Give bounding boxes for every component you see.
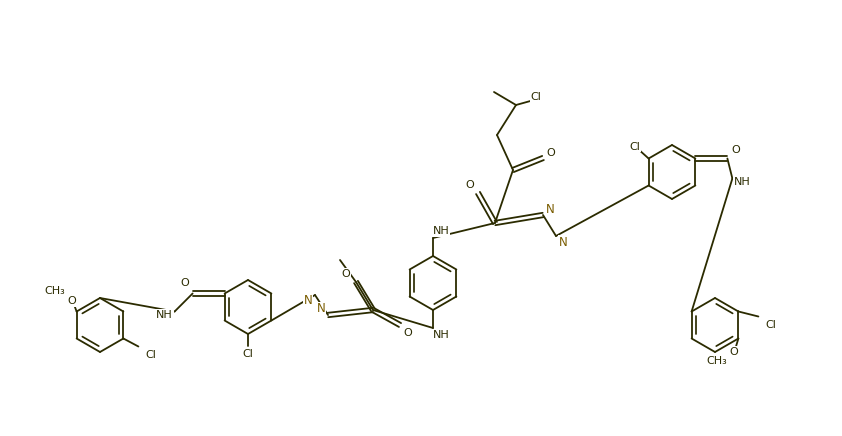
Text: CH₃: CH₃ — [706, 355, 727, 365]
Text: O: O — [403, 328, 413, 338]
Text: Cl: Cl — [145, 350, 156, 360]
Text: Cl: Cl — [629, 142, 640, 151]
Text: NH: NH — [734, 177, 751, 187]
Text: CH₃: CH₃ — [45, 286, 65, 296]
Text: N: N — [304, 294, 312, 307]
Text: Cl: Cl — [530, 92, 541, 102]
Text: O: O — [731, 144, 740, 154]
Text: N: N — [317, 303, 325, 316]
Text: NH: NH — [157, 310, 173, 320]
Text: O: O — [546, 148, 556, 158]
Text: NH: NH — [433, 330, 450, 340]
Text: N: N — [546, 202, 554, 215]
Text: O: O — [67, 296, 76, 307]
Text: Cl: Cl — [242, 349, 253, 359]
Text: NH: NH — [433, 226, 450, 236]
Text: O: O — [466, 180, 474, 190]
Text: O: O — [180, 279, 189, 289]
Text: N: N — [558, 235, 568, 249]
Text: Cl: Cl — [765, 320, 775, 330]
Text: O: O — [342, 269, 350, 279]
Text: O: O — [729, 347, 738, 357]
